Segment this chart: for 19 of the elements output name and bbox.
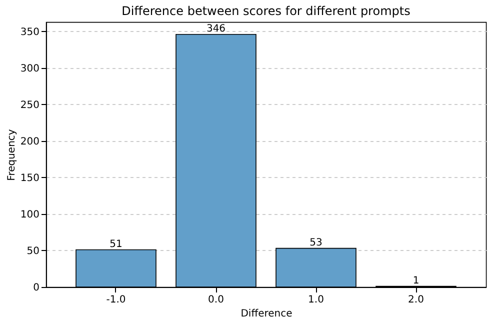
y-tick-label: 150 <box>20 172 40 184</box>
data-label: 53 <box>310 237 322 248</box>
y-tick-label: 50 <box>26 246 40 257</box>
x-tick-label: 1.0 <box>308 294 324 306</box>
x-tick-label: -1.0 <box>106 294 126 306</box>
y-tick-label: 100 <box>20 209 40 220</box>
data-label: 346 <box>206 23 226 34</box>
x-tick-label: 0.0 <box>208 294 224 306</box>
y-tick-label: 200 <box>20 136 40 148</box>
x-axis-title: Difference <box>240 308 292 320</box>
x-tick-label: 2.0 <box>408 294 424 306</box>
data-label: 51 <box>110 238 122 250</box>
data-label: 1 <box>412 275 420 286</box>
y-tick-label: 250 <box>20 100 40 111</box>
y-tick-label: 0 <box>33 282 40 294</box>
y-axis-title: Frequency <box>6 129 18 181</box>
chart-title: Difference between scores for different prompts <box>122 4 410 18</box>
y-tick-label: 300 <box>20 63 40 74</box>
y-tick-label: 350 <box>20 26 40 38</box>
